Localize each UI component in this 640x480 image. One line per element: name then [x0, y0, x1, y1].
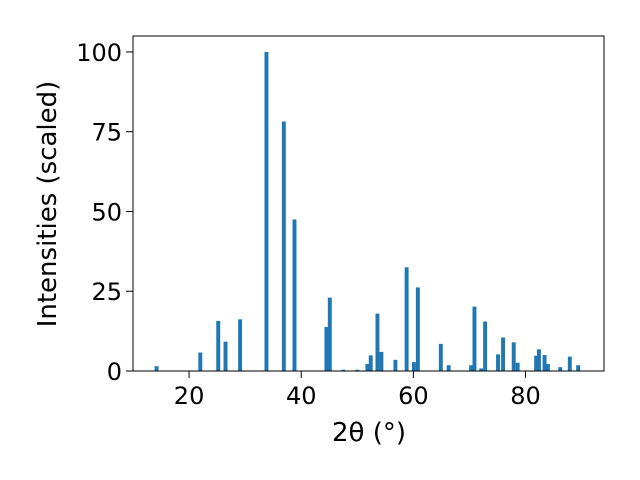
bar: [223, 341, 228, 371]
bar: [501, 337, 506, 371]
x-tick-label: 20: [174, 382, 205, 410]
bar: [469, 365, 474, 371]
y-tick-label: 100: [76, 39, 122, 67]
bar: [534, 355, 539, 371]
bar: [327, 297, 332, 371]
bar: [411, 362, 416, 371]
x-tick-label: 40: [286, 382, 317, 410]
bar: [379, 351, 384, 371]
x-tick-label: 60: [398, 382, 429, 410]
bar: [479, 368, 484, 371]
bar: [496, 354, 500, 371]
bar: [404, 267, 409, 371]
bar: [324, 326, 329, 371]
bar: [368, 355, 373, 371]
y-tick-label: 75: [91, 119, 122, 147]
bar: [576, 365, 581, 371]
y-axis-ticks: 0 25 50 75 100: [76, 39, 133, 386]
bar: [341, 369, 346, 371]
plot-frame: [132, 35, 605, 372]
x-axis-ticks: 20 40 60 80: [174, 371, 541, 410]
bar: [515, 362, 520, 371]
bar: [483, 321, 488, 371]
bar: [292, 219, 297, 371]
y-tick-label: 25: [91, 278, 122, 306]
bar: [446, 365, 451, 371]
bar: [393, 359, 398, 371]
bar: [198, 352, 203, 371]
bars: [154, 51, 581, 371]
y-axis-label: Intensities (scaled): [33, 81, 63, 328]
bar: [281, 121, 286, 371]
y-tick-label: 50: [91, 198, 122, 226]
bar: [216, 320, 221, 371]
bar: [415, 287, 420, 371]
y-tick-label: 0: [107, 358, 122, 386]
bar: [375, 313, 380, 371]
bar: [355, 369, 360, 371]
x-axis-label: 2θ (°): [332, 418, 406, 448]
bar: [567, 356, 572, 371]
bar: [536, 349, 541, 371]
bar: [558, 367, 563, 371]
bar: [238, 319, 243, 371]
bar: [472, 306, 477, 371]
bar: [365, 363, 370, 371]
bar: [438, 343, 443, 371]
bar: [542, 355, 547, 371]
bar: [511, 342, 516, 371]
bar: [264, 51, 269, 371]
bar: [545, 363, 550, 371]
bar: [154, 366, 159, 371]
x-tick-label: 80: [510, 382, 541, 410]
